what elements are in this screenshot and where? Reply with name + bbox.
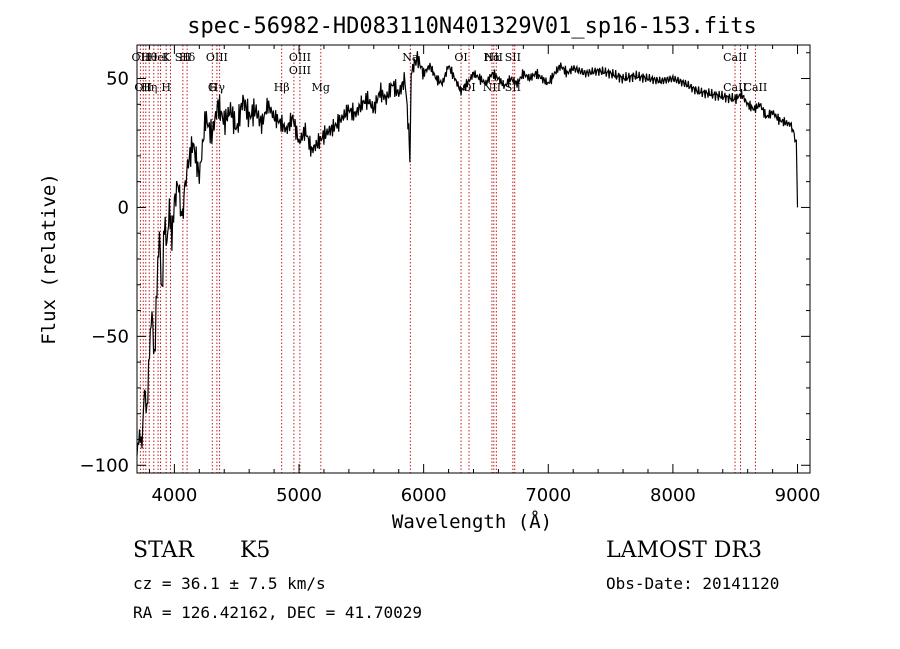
- y-tick-label: −100: [80, 455, 129, 476]
- x-axis-ticks: 4000 5000 6000 7000 8000 9000: [148, 45, 821, 506]
- spectral-line-label: OIII: [206, 51, 228, 64]
- spectral-line-label: Hη: [141, 81, 157, 94]
- spectral-line-label: K: [162, 51, 171, 64]
- y-tick-label: 0: [118, 197, 129, 218]
- spectral-line-label: HeI: [148, 51, 168, 64]
- observation-date: Obs-Date: 20141120: [606, 574, 780, 593]
- subclass: K5: [240, 538, 271, 563]
- y-axis-label: Flux (relative): [38, 173, 60, 345]
- spectral-line-label: Hα: [483, 51, 501, 64]
- y-axis-ticks: −100 −50 0 50: [80, 52, 810, 476]
- survey-name: LAMOST DR3: [606, 538, 762, 563]
- spectral-line-label: OIII: [289, 64, 311, 77]
- spectral-line-label: Mg: [312, 81, 330, 94]
- x-axis-label: Wavelength (Å): [392, 510, 552, 533]
- y-tick-label: 50: [106, 69, 129, 90]
- x-tick-label: 5000: [276, 485, 322, 506]
- spectral-line-label: CaII: [744, 81, 768, 94]
- spectral-line-label: Hδ: [179, 51, 196, 64]
- x-tick-label: 9000: [775, 485, 821, 506]
- object-type: STAR: [133, 538, 194, 563]
- spectrum-flux-line: [136, 51, 799, 456]
- spectral-line-label: OII: [134, 81, 152, 94]
- chart-title: spec-56982-HD083110N401329V01_sp16-153.f…: [187, 14, 757, 39]
- spectral-line-label: Hθ: [141, 51, 158, 64]
- spectral-line-label: CaII: [723, 51, 747, 64]
- spectral-line-label: OIII: [289, 51, 311, 64]
- spectral-line-label: OII: [132, 51, 150, 64]
- spectral-line-label: G: [208, 81, 217, 94]
- spectral-line-label: Hβ: [274, 81, 290, 94]
- spectral-line-label: SII: [175, 51, 191, 64]
- redshift-cz: cz = 36.1 ± 7.5 km/s: [133, 574, 326, 593]
- spectral-line-label: Hγ: [209, 81, 226, 94]
- spectral-line-label: SII: [505, 51, 521, 64]
- spectral-line-label: H: [161, 81, 171, 94]
- x-tick-label: 7000: [525, 485, 571, 506]
- x-tick-label: 6000: [401, 485, 447, 506]
- y-tick-label: −50: [91, 326, 129, 347]
- plot-frame: [136, 44, 811, 474]
- spectral-line-label: NII: [485, 51, 503, 64]
- spectral-line-label: OI: [454, 51, 467, 64]
- coordinates: RA = 126.42162, DEC = 41.70029: [133, 603, 422, 622]
- x-tick-label: 4000: [151, 485, 197, 506]
- x-tick-label: 8000: [650, 485, 696, 506]
